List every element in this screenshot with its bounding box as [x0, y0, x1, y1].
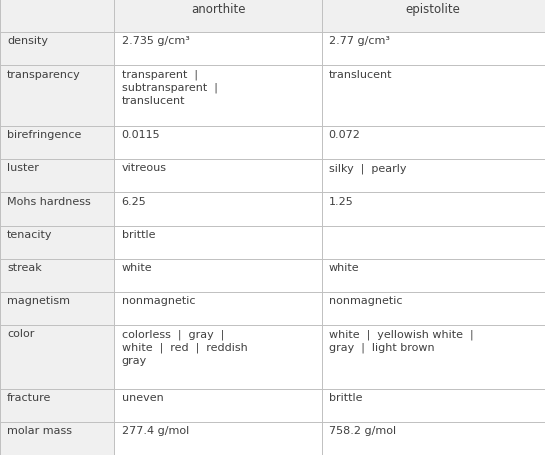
Text: translucent: translucent — [329, 69, 392, 79]
Bar — [114, 389, 322, 422]
Bar — [114, 0, 322, 33]
Bar — [322, 259, 545, 292]
Text: 277.4 g/mol: 277.4 g/mol — [122, 425, 189, 435]
Bar — [0, 0, 114, 33]
Bar — [322, 389, 545, 422]
Text: streak: streak — [7, 263, 42, 273]
Text: birefringence: birefringence — [7, 130, 81, 140]
Text: anorthite: anorthite — [191, 3, 245, 16]
Bar — [322, 325, 545, 389]
Text: transparent  |
subtransparent  |
translucent: transparent | subtransparent | transluce… — [122, 69, 217, 106]
Bar — [322, 0, 545, 33]
Text: epistolite: epistolite — [406, 3, 461, 16]
Bar — [322, 422, 545, 455]
Bar — [114, 422, 322, 455]
Bar — [0, 389, 114, 422]
Text: silky  |  pearly: silky | pearly — [329, 163, 406, 174]
Bar — [0, 160, 114, 193]
Text: nonmagnetic: nonmagnetic — [329, 295, 402, 305]
Bar — [0, 193, 114, 226]
Bar — [114, 66, 322, 127]
Bar — [0, 127, 114, 160]
Bar — [114, 259, 322, 292]
Bar — [0, 33, 114, 66]
Text: magnetism: magnetism — [7, 295, 70, 305]
Bar — [322, 226, 545, 259]
Text: fracture: fracture — [7, 392, 51, 402]
Text: 6.25: 6.25 — [122, 196, 146, 206]
Text: white: white — [122, 263, 152, 273]
Bar — [322, 66, 545, 127]
Bar — [114, 193, 322, 226]
Text: color: color — [7, 329, 34, 339]
Bar — [322, 193, 545, 226]
Text: white: white — [329, 263, 359, 273]
Text: nonmagnetic: nonmagnetic — [122, 295, 195, 305]
Text: white  |  yellowish white  |
gray  |  light brown: white | yellowish white | gray | light b… — [329, 329, 473, 352]
Bar — [114, 33, 322, 66]
Text: 0.0115: 0.0115 — [122, 130, 160, 140]
Bar — [322, 292, 545, 325]
Text: luster: luster — [7, 163, 39, 173]
Bar — [0, 422, 114, 455]
Text: transparency: transparency — [7, 69, 81, 79]
Text: colorless  |  gray  |
white  |  red  |  reddish
gray: colorless | gray | white | red | reddish… — [122, 329, 247, 365]
Text: vitreous: vitreous — [122, 163, 167, 173]
Text: uneven: uneven — [122, 392, 164, 402]
Text: 2.77 g/cm³: 2.77 g/cm³ — [329, 36, 390, 46]
Text: 0.072: 0.072 — [329, 130, 360, 140]
Text: brittle: brittle — [122, 229, 155, 239]
Text: tenacity: tenacity — [7, 229, 52, 239]
Bar — [0, 226, 114, 259]
Bar — [114, 292, 322, 325]
Text: brittle: brittle — [329, 392, 362, 402]
Text: 758.2 g/mol: 758.2 g/mol — [329, 425, 396, 435]
Text: Mohs hardness: Mohs hardness — [7, 196, 91, 206]
Text: 2.735 g/cm³: 2.735 g/cm³ — [122, 36, 190, 46]
Bar — [322, 127, 545, 160]
Bar — [114, 160, 322, 193]
Text: molar mass: molar mass — [7, 425, 72, 435]
Bar — [0, 325, 114, 389]
Bar — [114, 127, 322, 160]
Text: 1.25: 1.25 — [329, 196, 353, 206]
Bar — [114, 325, 322, 389]
Bar — [0, 292, 114, 325]
Bar — [0, 259, 114, 292]
Bar — [322, 33, 545, 66]
Bar — [114, 226, 322, 259]
Text: density: density — [7, 36, 48, 46]
Bar — [0, 66, 114, 127]
Bar — [322, 160, 545, 193]
